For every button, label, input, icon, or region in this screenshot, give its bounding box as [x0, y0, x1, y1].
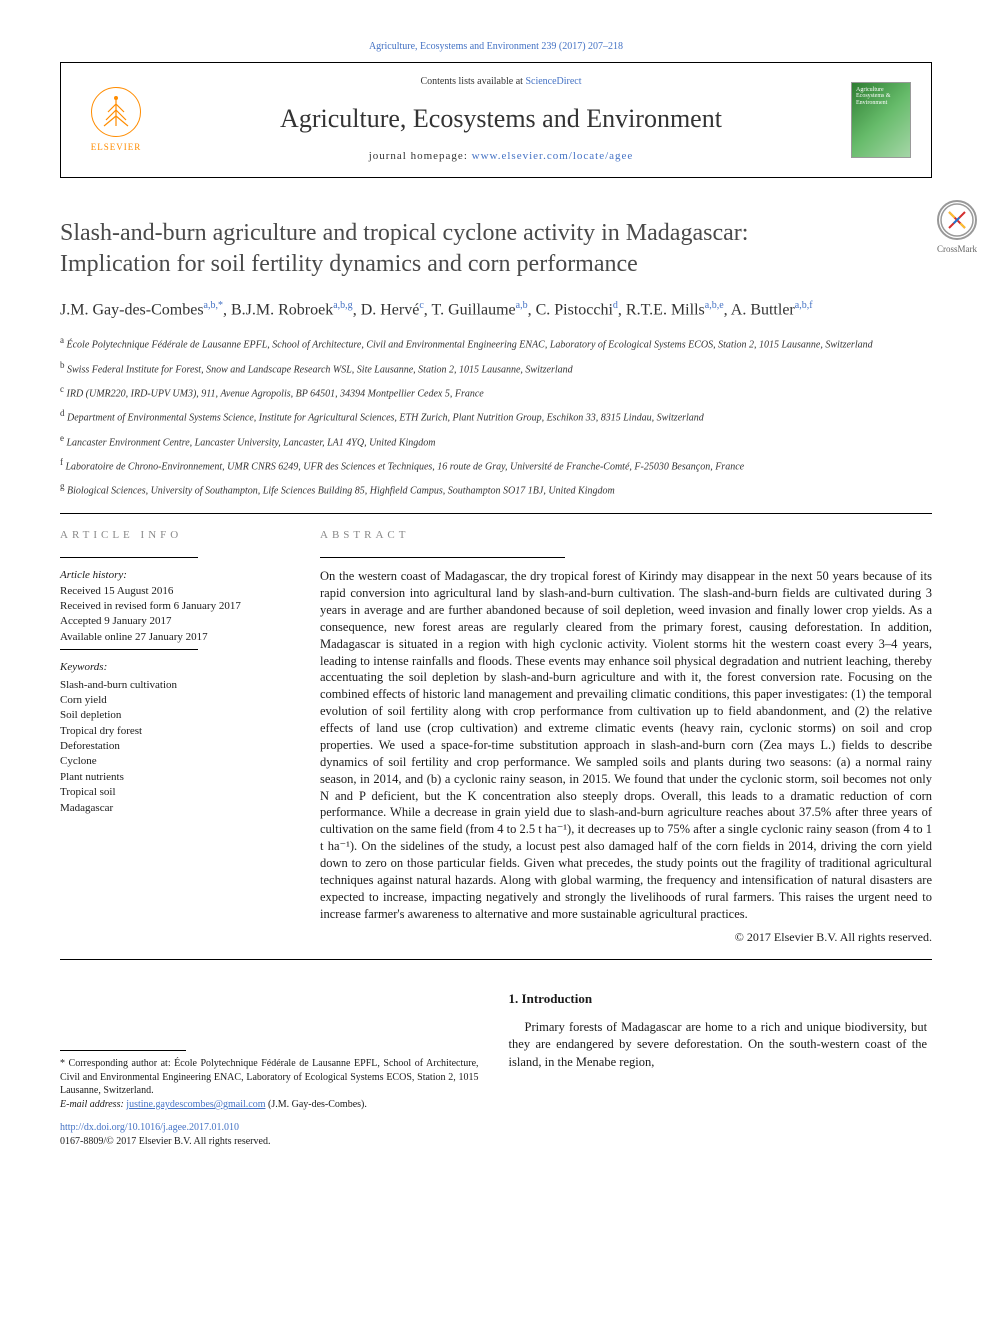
- crossmark-label: CrossMark: [937, 244, 977, 254]
- abstract-divider: [320, 557, 565, 558]
- crossmark-icon: [937, 200, 977, 240]
- elsevier-logo: ELSEVIER: [81, 87, 151, 154]
- sciencedirect-link[interactable]: ScienceDirect: [525, 76, 581, 87]
- crossmark-badge[interactable]: CrossMark: [922, 200, 992, 256]
- keyword: Corn yield: [60, 693, 290, 708]
- article-title: Slash-and-burn agriculture and tropical …: [60, 218, 932, 280]
- keyword: Plant nutrients: [60, 770, 290, 785]
- keyword: Madagascar: [60, 801, 290, 816]
- copyright: © 2017 Elsevier B.V. All rights reserved…: [320, 929, 932, 946]
- contents-available: Contents lists available at ScienceDirec…: [151, 75, 851, 89]
- keyword: Tropical dry forest: [60, 724, 290, 739]
- left-divider: [60, 557, 198, 558]
- history-label: Article history:: [60, 568, 290, 583]
- keyword: Cyclone: [60, 754, 290, 769]
- keyword: Tropical soil: [60, 785, 290, 800]
- journal-homepage: journal homepage: www.elsevier.com/locat…: [151, 149, 851, 164]
- email-suffix: (J.M. Gay-des-Combes).: [265, 1099, 366, 1110]
- elsevier-label: ELSEVIER: [91, 141, 142, 154]
- issn-line: 0167-8809/© 2017 Elsevier B.V. All right…: [60, 1136, 270, 1147]
- affiliation: g Biological Sciences, University of Sou…: [60, 480, 932, 498]
- thumb-line2: Ecosystems &: [856, 93, 906, 100]
- introduction-text: Primary forests of Madagascar are home t…: [509, 1019, 928, 1072]
- masthead: ELSEVIER Contents lists available at Sci…: [60, 62, 932, 178]
- affiliation: e Lancaster Environment Centre, Lancaste…: [60, 432, 932, 450]
- keywords-label: Keywords:: [60, 660, 290, 675]
- email-link[interactable]: justine.gaydescombes@gmail.com: [126, 1099, 265, 1110]
- divider: [60, 513, 932, 514]
- affiliation: d Department of Environmental Systems Sc…: [60, 407, 932, 425]
- corresponding-text: * Corresponding author at: École Polytec…: [60, 1058, 479, 1096]
- thumb-line1: Agriculture: [856, 87, 906, 94]
- affiliation: b Swiss Federal Institute for Forest, Sn…: [60, 359, 932, 377]
- history-received: Received 15 August 2016: [60, 584, 290, 599]
- homepage-link[interactable]: www.elsevier.com/locate/agee: [472, 150, 634, 162]
- history-accepted: Accepted 9 January 2017: [60, 614, 290, 629]
- journal-reference: Agriculture, Ecosystems and Environment …: [60, 40, 932, 54]
- contents-prefix: Contents lists available at: [420, 76, 525, 87]
- authors: J.M. Gay-des-Combesa,b,*, B.J.M. Robroek…: [60, 298, 932, 322]
- affiliation: f Laboratoire de Chrono-Environnement, U…: [60, 456, 932, 474]
- left-divider-2: [60, 649, 198, 650]
- journal-name: Agriculture, Ecosystems and Environment: [151, 101, 851, 137]
- journal-cover-thumb: Agriculture Ecosystems & Environment: [851, 82, 911, 158]
- introduction-heading: 1. Introduction: [509, 990, 928, 1008]
- doi-link[interactable]: http://dx.doi.org/10.1016/j.agee.2017.01…: [60, 1122, 239, 1133]
- abstract-text: On the western coast of Madagascar, the …: [320, 568, 932, 922]
- email-label: E-mail address:: [60, 1099, 126, 1110]
- history-revised: Received in revised form 6 January 2017: [60, 599, 290, 614]
- keywords-list: Slash-and-burn cultivationCorn yieldSoil…: [60, 678, 290, 817]
- footnote-rule: [60, 1050, 186, 1051]
- keyword: Soil depletion: [60, 708, 290, 723]
- email-footnote: E-mail address: justine.gaydescombes@gma…: [60, 1098, 479, 1112]
- elsevier-tree-icon: [91, 87, 141, 137]
- keyword: Slash-and-burn cultivation: [60, 678, 290, 693]
- affiliation: c IRD (UMR220, IRD-UPV UM3), 911, Avenue…: [60, 383, 932, 401]
- divider-2: [60, 959, 932, 960]
- homepage-prefix: journal homepage:: [369, 150, 472, 162]
- history-online: Available online 27 January 2017: [60, 630, 290, 645]
- thumb-line3: Environment: [856, 100, 906, 107]
- affiliation: a École Polytechnique Fédérale de Lausan…: [60, 334, 932, 352]
- abstract-label: ABSTRACT: [320, 528, 932, 543]
- keyword: Deforestation: [60, 739, 290, 754]
- corresponding-author-footnote: * Corresponding author at: École Polytec…: [60, 1057, 479, 1098]
- article-info-label: ARTICLE INFO: [60, 528, 290, 543]
